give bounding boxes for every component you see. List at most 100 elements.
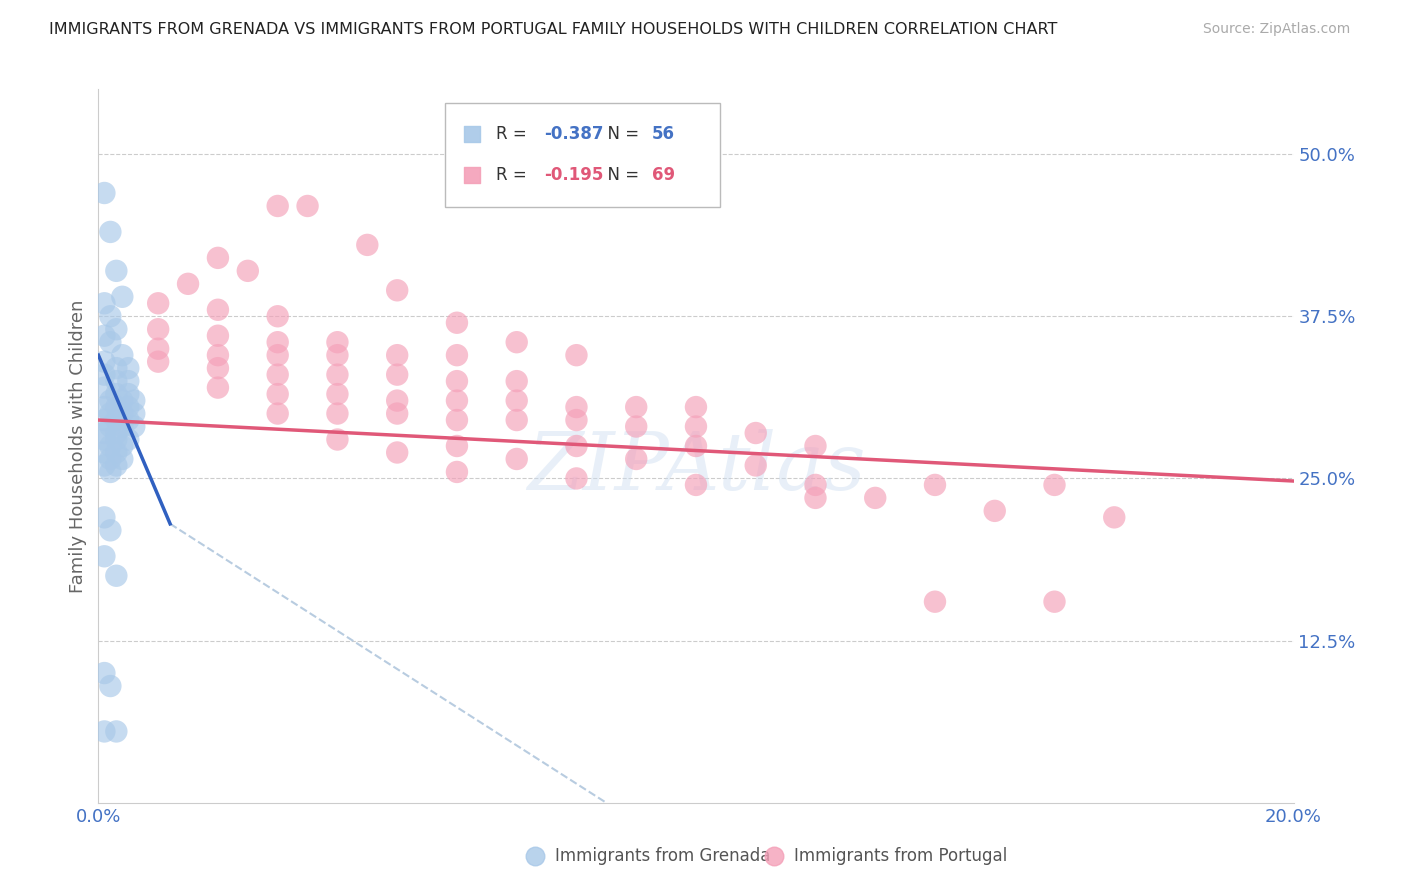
Point: [105, 374, 128, 388]
Point: [267, 335, 290, 350]
Point: [98, 393, 122, 408]
Point: [93, 381, 115, 395]
Point: [124, 393, 146, 408]
Point: [93, 425, 115, 440]
Point: [105, 400, 128, 414]
Point: [124, 419, 146, 434]
Point: [565, 348, 588, 362]
Point: [98, 310, 122, 324]
Point: [148, 354, 170, 368]
Point: [236, 264, 259, 278]
Point: [207, 361, 229, 376]
Point: [93, 510, 115, 524]
Point: [506, 335, 529, 350]
Point: [111, 393, 134, 408]
Point: [93, 549, 115, 564]
Point: [446, 393, 468, 408]
Point: [326, 368, 349, 382]
Point: [267, 310, 290, 324]
Point: [105, 425, 128, 440]
Point: [326, 433, 349, 447]
Point: [385, 348, 409, 362]
Point: [93, 296, 115, 310]
Point: [105, 387, 128, 401]
Point: [105, 458, 128, 473]
Point: [565, 439, 588, 453]
Point: [745, 425, 768, 440]
Point: [93, 413, 115, 427]
Point: [105, 724, 128, 739]
Text: Immigrants from Portugal: Immigrants from Portugal: [794, 847, 1007, 865]
Point: [267, 348, 290, 362]
Point: [297, 199, 319, 213]
Point: [207, 328, 229, 343]
Point: [626, 452, 648, 467]
Text: -0.195: -0.195: [544, 166, 603, 184]
Point: [93, 433, 115, 447]
Point: [745, 458, 768, 473]
Point: [685, 439, 707, 453]
Point: [565, 400, 588, 414]
Point: [207, 381, 229, 395]
Point: [267, 199, 290, 213]
Point: [105, 361, 128, 376]
Point: [117, 387, 139, 401]
Point: [446, 316, 468, 330]
Point: [98, 335, 122, 350]
Point: [105, 413, 128, 427]
Point: [984, 504, 1007, 518]
Point: [117, 413, 139, 427]
Point: [446, 413, 468, 427]
Y-axis label: Family Households with Children: Family Households with Children: [69, 300, 87, 592]
Point: [98, 439, 122, 453]
Point: [326, 407, 349, 421]
Point: [685, 400, 707, 414]
Point: [111, 407, 134, 421]
Point: [446, 348, 468, 362]
Point: [105, 568, 128, 582]
Point: [105, 445, 128, 459]
Point: [685, 419, 707, 434]
Point: [506, 413, 529, 427]
Point: [385, 393, 409, 408]
Point: [93, 328, 115, 343]
Point: [446, 374, 468, 388]
Point: [93, 186, 115, 200]
Point: [506, 393, 529, 408]
Point: [804, 491, 827, 505]
Point: [326, 348, 349, 362]
Point: [1104, 510, 1126, 524]
Point: [148, 342, 170, 356]
Text: R =: R =: [496, 125, 533, 143]
Text: 69: 69: [652, 166, 675, 184]
Point: [385, 445, 409, 459]
Text: -0.387: -0.387: [544, 125, 603, 143]
Point: [626, 419, 648, 434]
Point: [267, 387, 290, 401]
Point: [924, 595, 946, 609]
Point: [1043, 595, 1066, 609]
Point: [117, 361, 139, 376]
Point: [93, 354, 115, 368]
Point: [93, 724, 115, 739]
Point: [207, 251, 229, 265]
Text: N =: N =: [596, 166, 644, 184]
Point: [865, 491, 887, 505]
FancyBboxPatch shape: [446, 103, 720, 207]
Point: [111, 452, 134, 467]
Point: [446, 439, 468, 453]
Point: [506, 452, 529, 467]
Point: [98, 419, 122, 434]
Point: [685, 478, 707, 492]
Point: [207, 348, 229, 362]
Text: Immigrants from Grenada: Immigrants from Grenada: [555, 847, 770, 865]
Point: [565, 413, 588, 427]
Point: [117, 374, 139, 388]
Point: [117, 400, 139, 414]
Point: [98, 465, 122, 479]
Point: [98, 225, 122, 239]
Point: [105, 322, 128, 336]
Point: [93, 666, 115, 681]
Point: [804, 439, 827, 453]
Point: [446, 465, 468, 479]
